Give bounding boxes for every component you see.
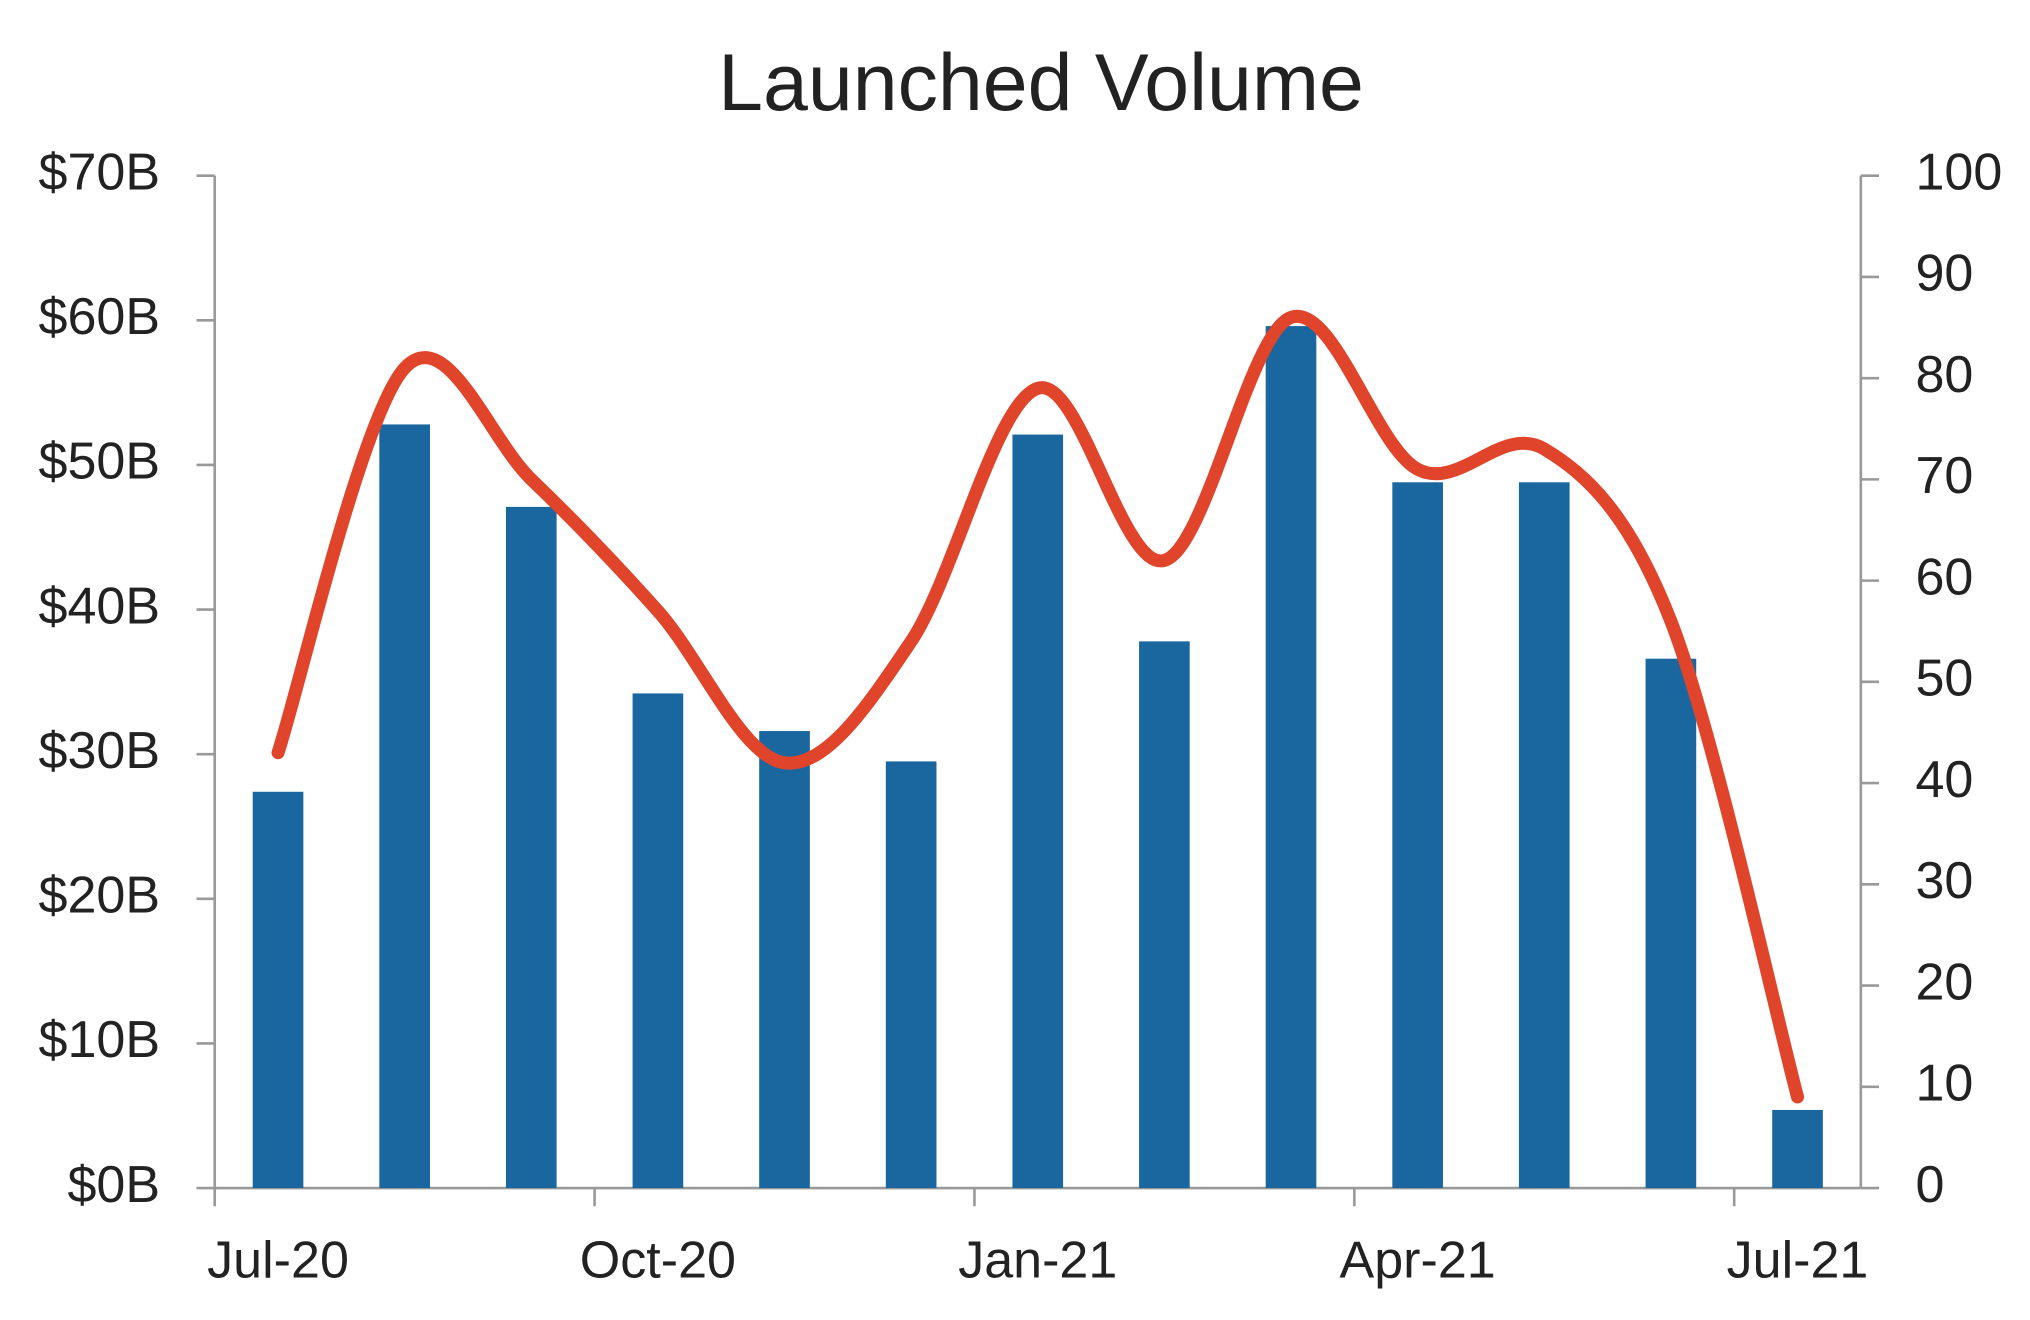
y-tick-label: $10B: [39, 1011, 161, 1069]
y-tick-label: $30B: [39, 722, 161, 780]
y2-tick-label: 50: [1915, 650, 1973, 708]
y-tick-label: $40B: [39, 577, 161, 635]
y2-tick-label: 60: [1915, 548, 1973, 606]
y2-tick-label: 30: [1915, 852, 1973, 910]
x-tick-label: Apr-21: [1340, 1231, 1496, 1289]
bar: [1645, 658, 1697, 1189]
y2-tick-label: 40: [1915, 751, 1973, 809]
bar: [1518, 482, 1570, 1189]
x-tick-label: Jul-21: [1727, 1231, 1869, 1289]
line: [271, 309, 1805, 1104]
chart-title: Launched Volume: [718, 38, 1364, 128]
y-tick-label: $60B: [39, 288, 161, 346]
bar: [885, 761, 937, 1189]
y-tick-label: $20B: [39, 867, 161, 925]
x-tick-label: Oct-20: [580, 1231, 736, 1289]
y2-tick-label: 0: [1915, 1156, 1944, 1214]
y-tick-label: $50B: [39, 433, 161, 491]
bar: [1012, 434, 1064, 1189]
y-tick-label: $0B: [67, 1156, 160, 1214]
bar: [379, 424, 430, 1189]
bar: [1772, 1109, 1823, 1189]
y2-tick-label: 10: [1915, 1055, 1973, 1113]
y2-tick-label: 100: [1915, 143, 2002, 201]
y2-tick-label: 80: [1915, 346, 1973, 404]
bar: [252, 791, 304, 1189]
x-tick-label: Jul-20: [207, 1231, 349, 1289]
y-tick-label: $70B: [39, 143, 161, 201]
x-tick-label: Jan-21: [958, 1231, 1117, 1289]
bar: [632, 693, 684, 1189]
bar: [1139, 641, 1190, 1189]
bar: [759, 731, 810, 1189]
y2-tick-label: 70: [1915, 447, 1973, 505]
y2-tick-label: 90: [1915, 245, 1973, 303]
bar: [1392, 482, 1443, 1189]
bar: [505, 506, 557, 1189]
y2-tick-label: 20: [1915, 953, 1973, 1011]
bar: [1265, 326, 1317, 1189]
